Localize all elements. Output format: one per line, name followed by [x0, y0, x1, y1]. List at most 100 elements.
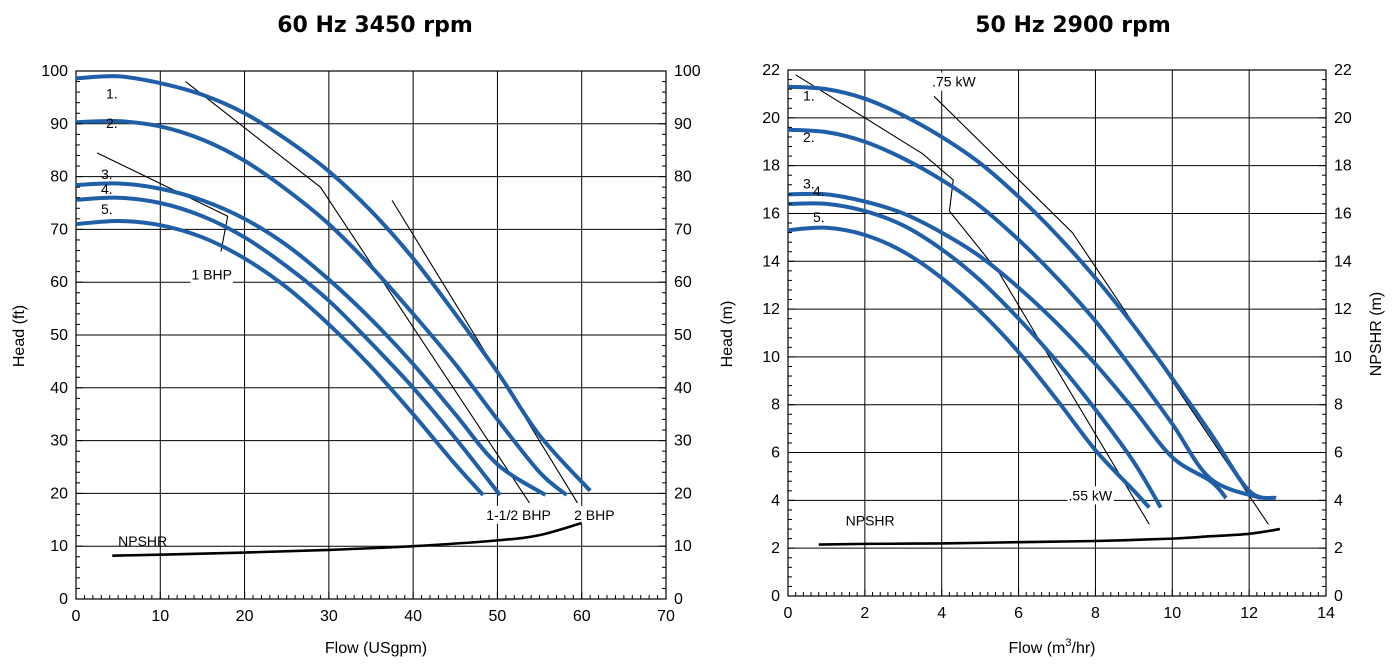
grid — [787, 69, 1327, 597]
y-tick-label: 18 — [762, 158, 780, 175]
pump-curve-2 — [787, 127, 1262, 500]
power-line-label-bg — [931, 72, 978, 91]
x-tick-label: 20 — [236, 608, 254, 625]
y-axis-label-right: NPSHR (m) — [1368, 292, 1385, 376]
x-tick-label: 60 — [573, 608, 591, 625]
x-tick-label: 10 — [151, 608, 169, 625]
chart-50hz: 50 Hz 2900 rpm .75 kW.55 kWNPSHR1.2.3.4.… — [719, 13, 1385, 657]
x-tick-label: 14 — [1317, 605, 1335, 622]
y-tick-label-right: 100 — [674, 63, 701, 80]
y-tick-label-right: 80 — [674, 169, 692, 186]
power-line-label: 1 BHP — [191, 267, 231, 283]
pump-curve-1 — [787, 84, 1277, 501]
x-tick-label: 30 — [320, 608, 338, 625]
y-tick-label-right: 70 — [674, 221, 692, 238]
power-line — [185, 81, 530, 504]
y-tick-label: 14 — [762, 253, 780, 270]
npshr-curve — [112, 521, 583, 558]
y-tick-label: 90 — [50, 116, 68, 133]
series-label: 2. — [803, 129, 815, 145]
y-tick-label: 80 — [50, 169, 68, 186]
y-tick-label: 6 — [771, 445, 780, 462]
series-label: 1. — [803, 88, 815, 104]
series-layer: .75 kW .55 kW NPSHR 1. 2. 3.4. 5. — [787, 72, 1281, 546]
pump-curve-4 — [75, 195, 502, 497]
y-tick-label-right: 6 — [1334, 445, 1343, 462]
y-tick-label-right: 0 — [674, 591, 683, 608]
power-line — [795, 74, 1150, 525]
y-tick-label: 40 — [50, 380, 68, 397]
npshr-label: NPSHR — [118, 533, 167, 549]
y-tick-label-right: 90 — [674, 116, 692, 133]
y-tick-label-right: 20 — [1334, 110, 1352, 127]
y-tick-label-right: 10 — [1334, 349, 1352, 366]
series-label: 2. — [106, 115, 118, 131]
power-line-label-bg — [1067, 486, 1114, 505]
x-tick-label: 70 — [657, 608, 675, 625]
power-line — [933, 95, 1269, 525]
pump-curve-2 — [75, 118, 568, 497]
npshr-label: NPSHR — [846, 512, 895, 528]
y-tick-label-right: 0 — [1334, 588, 1343, 605]
y-tick-label-right: 8 — [1334, 397, 1343, 414]
y-tick-label: 16 — [762, 205, 780, 222]
power-line-label: .55 kW — [1069, 487, 1113, 503]
y-tick-label-right: 22 — [1334, 62, 1352, 79]
y-tick-label-right: 30 — [674, 433, 692, 450]
pump-curve-5 — [787, 225, 1151, 509]
y-tick-label: 30 — [50, 433, 68, 450]
y-tick-label-right: 60 — [674, 274, 692, 291]
y-tick-label: 10 — [50, 538, 68, 555]
y-tick-label-right: 2 — [1334, 540, 1343, 557]
pump-curve-4 — [787, 201, 1163, 509]
power-line — [96, 152, 228, 217]
x-tick-label: 8 — [1091, 605, 1100, 622]
series-label: 1. — [106, 85, 118, 101]
y-tick-label-right: 4 — [1334, 492, 1343, 509]
y-tick-label-right: 40 — [674, 380, 692, 397]
y-tick-label: 2 — [771, 540, 780, 557]
x-axis-label: Flow (m3/hr) — [1008, 637, 1095, 657]
y-axis-label: Head (ft) — [11, 305, 28, 367]
x-tick-label: 40 — [404, 608, 422, 625]
series-label: 3. — [803, 175, 815, 191]
x-tick-label: 12 — [1240, 605, 1258, 622]
y-tick-label-right: 16 — [1334, 205, 1352, 222]
y-tick-label-right: 20 — [674, 485, 692, 502]
y-tick-label: 20 — [762, 110, 780, 127]
series-label: 5. — [101, 201, 113, 217]
x-tick-label: 2 — [860, 605, 869, 622]
y-tick-label-right: 12 — [1334, 301, 1352, 318]
power-line-label-bg — [573, 505, 616, 524]
y-axis-label: Head (m) — [719, 301, 736, 368]
pump-curve-3 — [787, 191, 1228, 500]
x-axis-label: Flow (USgpm) — [325, 640, 427, 657]
x-tick-label: 6 — [1014, 605, 1023, 622]
y-tick-label: 0 — [771, 588, 780, 605]
y-tick-label: 22 — [762, 62, 780, 79]
y-tick-label: 60 — [50, 274, 68, 291]
y-tick-label: 20 — [50, 485, 68, 502]
pump-curve-3 — [75, 181, 547, 497]
pump-curve-5 — [75, 218, 485, 497]
y-tick-label-right: 50 — [674, 327, 692, 344]
power-line-label: 2 BHP — [574, 507, 614, 523]
npshr-curve — [818, 527, 1281, 546]
y-tick-label-right: 10 — [674, 538, 692, 555]
series-layer: 1 BHP 1-1/2 BHP 2 BHP NPSHR 1. 2. 3.4. 5. — [75, 74, 616, 558]
y-tick-label-right: 18 — [1334, 158, 1352, 175]
x-tick-label: 4 — [937, 605, 946, 622]
x-tick-label: 50 — [489, 608, 507, 625]
power-line-label-bg — [485, 505, 552, 524]
y-tick-label: 50 — [50, 327, 68, 344]
power-line-label: 1-1/2 BHP — [486, 507, 551, 523]
y-tick-label-right: 14 — [1334, 253, 1352, 270]
y-tick-label: 0 — [59, 591, 68, 608]
y-tick-label: 4 — [771, 492, 780, 509]
x-tick-label: 10 — [1163, 605, 1181, 622]
x-tick-label: 0 — [72, 608, 81, 625]
series-label: 5. — [813, 209, 825, 225]
